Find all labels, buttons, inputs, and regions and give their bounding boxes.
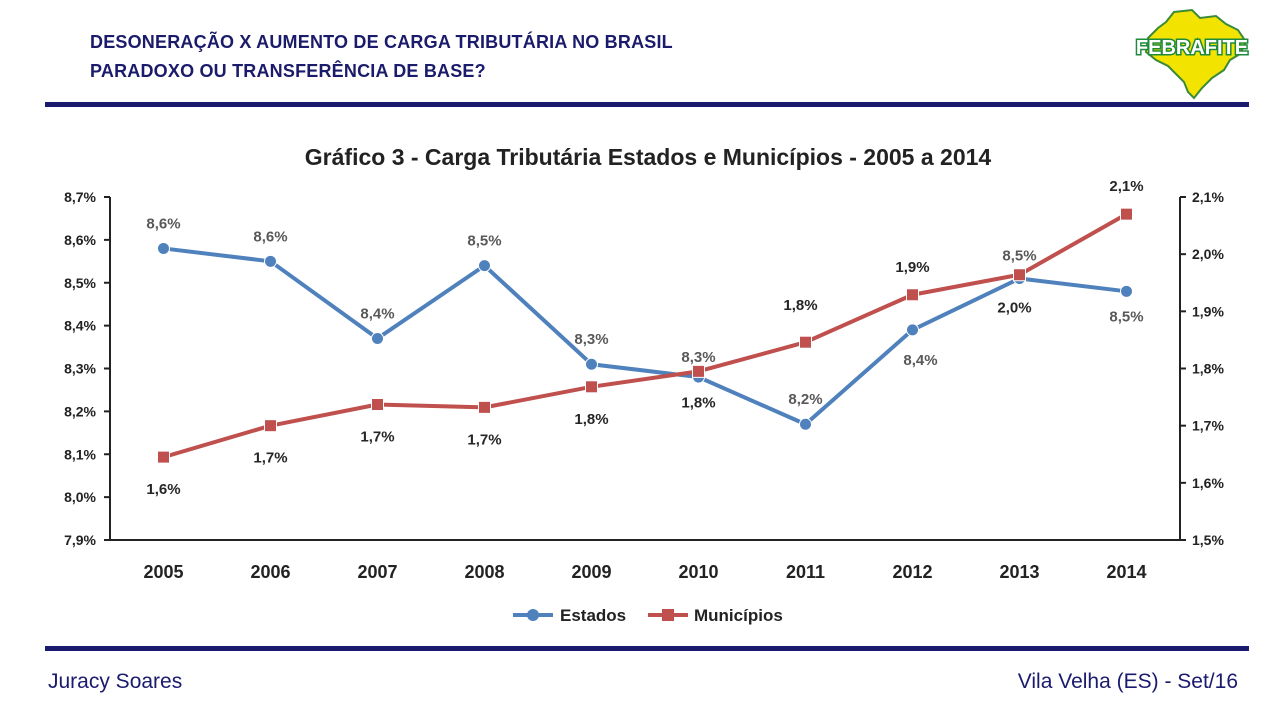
data-label: 8,5% [1109,308,1143,325]
left-tick-label: 8,2% [64,403,96,419]
chart-title: Gráfico 3 - Carga Tributária Estados e M… [305,144,992,170]
data-label: 8,4% [360,305,394,322]
x-tick-label: 2006 [250,562,290,582]
brazil-map-shape [1144,8,1248,100]
logo-text: FEBRAFITE [1136,37,1248,59]
footer-author: Juracy Soares [48,670,183,693]
data-label: 2,1% [1109,178,1143,195]
data-label: 8,4% [903,352,937,369]
data-point [906,323,919,337]
right-tick-label: 1,5% [1192,532,1224,548]
data-label: 1,7% [467,431,501,448]
left-y-axis: 8,7% 8,6% 8,5% 8,4% 8,3% 8,2% 8,1% 8,0% 7,9% [64,189,111,548]
series-line [163,246,1127,427]
data-point [157,241,170,255]
x-tick-label: 2011 [786,562,825,582]
series-layer: 8,6% 8,6% 8,4% 8,5% 8,3% 8,3% 8,2% 8,4% 8,5% 8,5%… [146,178,1143,498]
legend-marker-municipios [662,609,674,621]
right-tick-label: 2,0% [1192,246,1224,262]
data-point [799,417,812,431]
data-label: 8,3% [574,331,608,348]
x-tick-label: 2014 [1106,562,1146,582]
data-label: 1,6% [146,481,180,498]
data-point [1120,207,1133,221]
data-point [371,398,384,412]
data-label: 8,2% [788,391,822,408]
series-estados: 8,6% 8,6% 8,4% 8,5% 8,3% 8,3% 8,2% 8,4% 8,5% 8,5% [146,215,1144,431]
x-tick-label: 2013 [999,562,1039,582]
data-label: 8,5% [467,233,501,250]
left-tick-label: 8,5% [64,275,96,291]
data-point [157,450,170,464]
x-tick-label: 2007 [357,562,397,582]
legend-marker-estados [527,609,539,621]
right-y-axis: 2,1% 2,0% 1,9% 1,8% 1,7% 1,6% 1,5% [1179,189,1224,548]
left-tick-label: 8,1% [64,446,96,462]
data-point [478,259,491,273]
data-point [799,335,812,349]
legend: Estados Municípios [513,606,783,625]
left-tick-label: 8,7% [64,189,96,205]
data-point [585,357,598,371]
header-divider [45,102,1249,107]
left-tick-label: 8,0% [64,489,96,505]
footer-location-date: Vila Velha (ES) - Set/16 [1017,670,1238,693]
x-tick-label: 2008 [464,562,504,582]
data-label: 1,8% [574,411,608,428]
chart-area: Gráfico 3 - Carga Tributária Estados e M… [0,110,1280,640]
data-label: 8,5% [1002,247,1036,264]
data-point [1013,268,1026,282]
line-chart: Gráfico 3 - Carga Tributária Estados e M… [64,144,1224,625]
right-tick-label: 1,6% [1192,475,1224,491]
data-point [585,380,598,394]
left-tick-label: 7,9% [64,532,96,548]
title-line-1: DESONERAÇÃO X AUMENTO DE CARGA TRIBUTÁRI… [90,32,673,52]
febrafite-logo: FEBRAFITE [1134,8,1250,100]
left-tick-label: 8,6% [64,232,96,248]
data-label: 8,3% [681,349,715,366]
data-label: 1,8% [681,394,715,411]
right-tick-label: 2,1% [1192,189,1224,205]
series-line [162,212,1128,460]
data-label: 1,9% [895,259,929,276]
legend-label-municipios: Municípios [694,606,783,625]
data-point [264,254,277,268]
x-tick-label: 2005 [143,562,183,582]
x-tick-label: 2009 [571,562,611,582]
series-municipios: 1,6% 1,7% 1,7% 1,7% 1,8% 1,8% 1,8% 1,9% 2,0% 2,1% [146,178,1143,498]
data-label: 8,6% [253,228,287,245]
right-tick-label: 1,8% [1192,361,1224,377]
data-label: 1,7% [360,429,394,446]
x-axis: 2005 2006 2007 2008 2009 2010 2011 2012 2013 2014 [110,539,1180,582]
data-point [371,331,384,345]
data-point [692,364,705,378]
data-point [478,400,491,414]
data-label: 8,6% [146,215,180,232]
legend-label-estados: Estados [560,606,626,625]
page-title: DESONERAÇÃO X AUMENTO DE CARGA TRIBUTÁRI… [90,28,673,86]
data-point [264,419,277,433]
data-point [1120,284,1133,298]
x-tick-label: 2010 [678,562,718,582]
left-tick-label: 8,3% [64,361,96,377]
x-tick-label: 2012 [892,562,932,582]
footer-divider [45,646,1249,651]
data-label: 1,8% [783,297,817,314]
right-tick-label: 1,9% [1192,303,1224,319]
right-tick-label: 1,7% [1192,418,1224,434]
data-label: 2,0% [997,300,1031,317]
left-tick-label: 8,4% [64,318,96,334]
data-point [906,288,919,302]
data-label: 1,7% [253,450,287,467]
title-line-2: PARADOXO OU TRANSFERÊNCIA DE BASE? [90,61,486,81]
